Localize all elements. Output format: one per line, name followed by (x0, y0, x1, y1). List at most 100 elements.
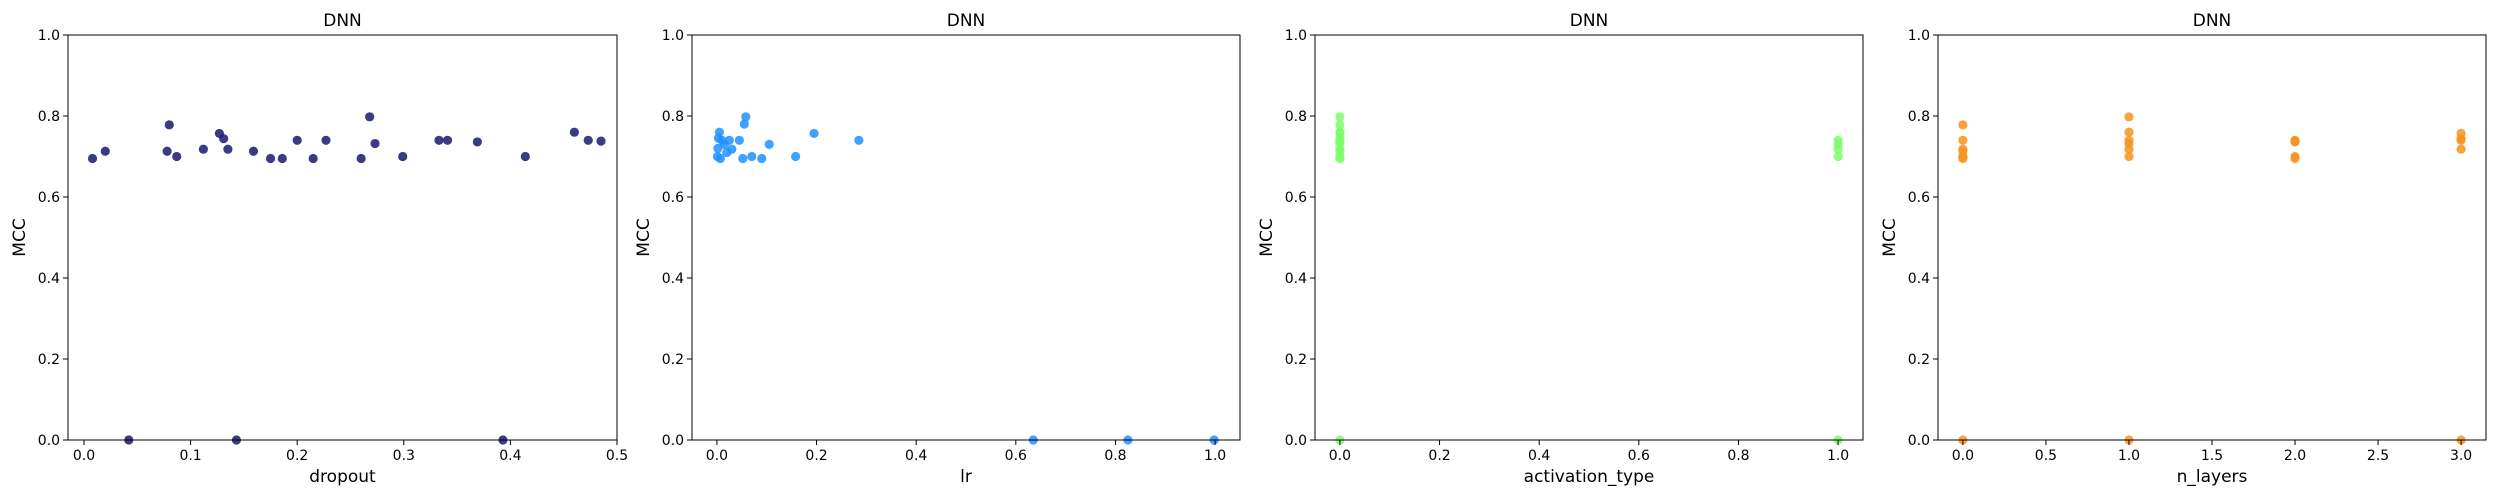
data-point (764, 139, 774, 149)
data-point (1833, 151, 1843, 162)
y-tick-label: 0.6 (1908, 190, 1930, 206)
plot-frame (1314, 34, 1864, 441)
subplot-4: 0.0 0.5 1.0 1.5 2.0 2.5 3.0 0.0 0.2 0.4 0.6 0.8 1.0 D… (1880, 11, 2487, 487)
data-point (308, 153, 318, 164)
x-tick-label: 0.6 (1628, 448, 1650, 464)
x-tick-label: 0.1 (179, 448, 201, 464)
data-point (100, 146, 110, 156)
x-tick-label: 0.4 (905, 448, 927, 464)
data-point (738, 153, 748, 164)
y-tick-label: 0.8 (662, 109, 684, 125)
x-tick-label: 1.0 (1827, 448, 1849, 464)
x-tick-label: 0.3 (393, 448, 415, 464)
x-tick-label: 3.0 (2450, 448, 2472, 464)
y-axis-label: MCC (1880, 218, 1900, 256)
data-point (2456, 144, 2466, 154)
x-tick-label: 0.4 (1528, 448, 1550, 464)
y-tick-label: 0.4 (38, 271, 60, 287)
y-tick-label: 0.8 (1285, 109, 1307, 125)
data-point (715, 153, 725, 164)
y-tick-label: 0.0 (38, 433, 60, 449)
data-point (583, 135, 593, 145)
data-point (1958, 151, 1968, 162)
data-point (739, 119, 749, 129)
data-point (277, 153, 287, 164)
x-tick-label: 1.0 (1204, 448, 1226, 464)
data-point (442, 135, 453, 145)
x-axis-label: n_layers (2177, 467, 2248, 487)
subplot-title: DNN (323, 11, 362, 31)
y-axis-label: MCC (1257, 218, 1277, 256)
x-tick-label: 0.0 (73, 448, 95, 464)
data-point (365, 112, 375, 122)
data-point (434, 135, 444, 145)
x-axis-label: activation_type (1524, 467, 1655, 487)
y-tick-label: 1.0 (1285, 28, 1307, 44)
data-point (87, 153, 98, 164)
y-tick-label: 0.4 (662, 271, 684, 287)
data-point (854, 135, 864, 145)
x-tick-label: 0.2 (1428, 448, 1450, 464)
data-point (727, 144, 737, 154)
data-point (172, 151, 182, 162)
y-tick-label: 0.2 (662, 352, 684, 368)
y-tick-label: 0.0 (1908, 433, 1930, 449)
x-tick-label: 0.8 (1727, 448, 1749, 464)
data-point (2456, 135, 2466, 145)
x-tick-label: 2.5 (2367, 448, 2389, 464)
y-axis-label: MCC (10, 218, 30, 256)
data-point (791, 151, 801, 162)
plot-frame (1937, 34, 2487, 441)
data-point (1958, 135, 1968, 145)
data-point (356, 153, 366, 164)
data-point (569, 127, 579, 137)
x-tick-label: 0.8 (1104, 448, 1126, 464)
x-tick-label: 2.0 (2284, 448, 2306, 464)
data-point (2290, 151, 2300, 162)
y-tick-label: 0.4 (1908, 271, 1930, 287)
subplot-3: 0.0 0.2 0.4 0.6 0.8 1.0 0.0 0.2 0.4 0.6 0.8 1.0 DNN a… (1257, 11, 1864, 487)
data-point (265, 153, 276, 164)
y-tick-label: 0.8 (1908, 109, 1930, 125)
subplot-title: DNN (947, 11, 986, 31)
subplot-2: 0.0 0.2 0.4 0.6 0.8 1.0 0.0 0.2 0.4 0.6 0.8 1.0 DNN l… (634, 11, 1241, 487)
y-tick-label: 0.6 (38, 190, 60, 206)
y-tick-label: 1.0 (662, 28, 684, 44)
y-tick-label: 0.0 (1285, 433, 1307, 449)
x-tick-label: 0.0 (1952, 448, 1974, 464)
plot-frame (67, 34, 618, 441)
data-point (714, 127, 725, 137)
data-point (2124, 112, 2134, 122)
y-tick-label: 1.0 (1908, 28, 1930, 44)
data-point (2290, 136, 2300, 146)
data-point (2124, 127, 2134, 137)
data-point (724, 135, 734, 145)
data-point (198, 144, 208, 154)
x-tick-label: 0.2 (805, 448, 827, 464)
data-point (219, 134, 229, 144)
subplot-title: DNN (2193, 11, 2232, 31)
data-point (370, 138, 380, 149)
data-point (321, 135, 331, 145)
x-axis-label: dropout (309, 467, 376, 487)
data-point (2456, 128, 2466, 139)
data-point (1833, 135, 1843, 145)
x-tick-label: 0.0 (706, 448, 728, 464)
data-point (1958, 120, 1968, 130)
subplot-1: 0.0 0.1 0.2 0.3 0.4 0.5 0.0 0.2 0.4 0.6 0.8 1.0 DNN d… (10, 11, 628, 487)
data-point (1335, 137, 1345, 147)
y-tick-label: 0.4 (1285, 271, 1307, 287)
x-tick-label: 0.6 (1005, 448, 1027, 464)
y-tick-label: 0.2 (1285, 352, 1307, 368)
data-point (734, 135, 744, 145)
x-tick-label: 0.5 (606, 448, 628, 464)
data-point (1335, 112, 1345, 122)
data-point (1335, 120, 1345, 130)
x-tick-label: 0.4 (499, 448, 521, 464)
plot-frame (691, 34, 1241, 441)
x-tick-label: 0.0 (1329, 448, 1351, 464)
data-point (292, 135, 302, 145)
data-point (741, 112, 751, 122)
data-point (472, 137, 482, 147)
